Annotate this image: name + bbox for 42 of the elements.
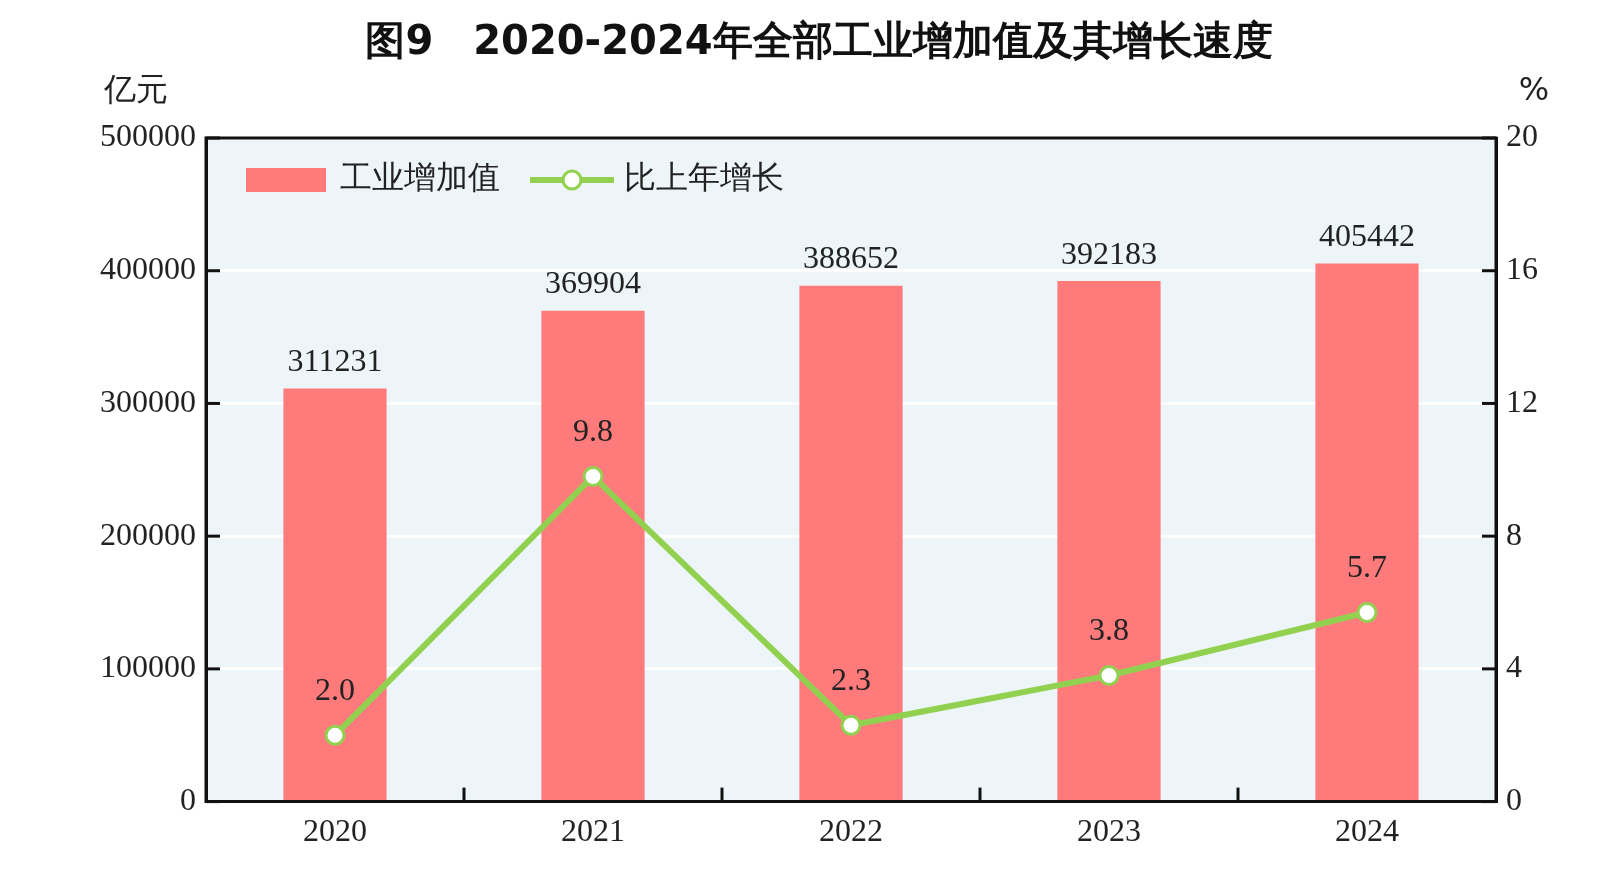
x-tick-label: 2022 xyxy=(819,812,883,849)
y-tick-label: 400000 xyxy=(100,250,196,287)
data-label: 369904 xyxy=(545,264,641,301)
bar xyxy=(799,285,903,801)
chart-title: 图9 2020-2024年全部工业增加值及其增长速度 xyxy=(365,17,1273,64)
y2-tick-label: 8 xyxy=(1506,515,1522,552)
x-tick-label: 2021 xyxy=(561,812,625,849)
y2-axis-title: % xyxy=(1518,70,1550,109)
y2-tick-label: 4 xyxy=(1506,648,1522,685)
data-label: 2.3 xyxy=(831,660,871,697)
point xyxy=(582,465,604,487)
point xyxy=(324,724,346,746)
data-label: 388652 xyxy=(803,239,899,276)
y-tick-label: 200000 xyxy=(100,515,196,552)
point xyxy=(1098,665,1120,687)
legend-label: 工业增加值 xyxy=(340,158,500,197)
data-label: 5.7 xyxy=(1347,547,1387,584)
y-tick-label: 300000 xyxy=(100,382,196,419)
x-tick-label: 2024 xyxy=(1335,812,1399,849)
bar xyxy=(1315,263,1419,801)
y2-tick-label: 12 xyxy=(1506,382,1538,419)
y-tick-label: 100000 xyxy=(100,648,196,685)
y2-tick-label: 16 xyxy=(1506,250,1538,287)
data-label: 3.8 xyxy=(1089,610,1129,647)
x-tick-label: 2023 xyxy=(1077,812,1141,849)
bar xyxy=(1057,281,1161,801)
y2-tick-label: 20 xyxy=(1506,117,1538,154)
data-label: 311231 xyxy=(287,341,383,378)
y-tick-label: 0 xyxy=(180,781,196,818)
data-label: 405442 xyxy=(1319,216,1415,253)
y2-tick-label: 0 xyxy=(1506,781,1522,818)
point xyxy=(1356,601,1378,623)
data-label: 392183 xyxy=(1061,234,1157,271)
bar xyxy=(283,388,387,801)
data-label: 9.8 xyxy=(573,411,613,448)
x-tick-label: 2020 xyxy=(303,812,367,849)
bar xyxy=(541,310,645,801)
data-label: 2.0 xyxy=(315,670,355,707)
y-tick-label: 500000 xyxy=(100,117,196,154)
legend-label: 比上年增长 xyxy=(624,158,784,197)
point xyxy=(840,714,862,736)
y-axis-title: 亿元 xyxy=(103,70,168,109)
